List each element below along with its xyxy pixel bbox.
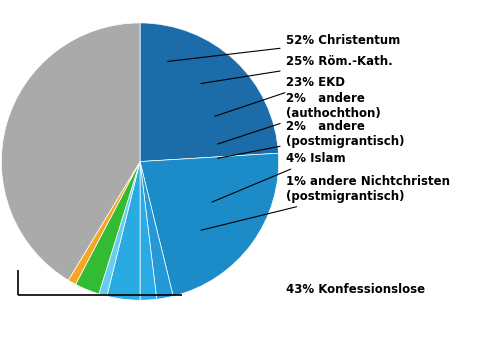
Text: 43% Konfessionslose: 43% Konfessionslose [286,283,425,296]
Wedge shape [107,161,140,300]
Wedge shape [75,161,140,294]
Text: 2%   andere
(postmigrantisch): 2% andere (postmigrantisch) [217,120,404,158]
Wedge shape [140,161,173,299]
Wedge shape [140,161,157,300]
Wedge shape [99,161,140,296]
Text: 2%   andere
(authochthon): 2% andere (authochthon) [217,92,380,144]
Text: 52% Christentum: 52% Christentum [168,34,400,61]
Wedge shape [68,161,140,284]
Text: 4% Islam: 4% Islam [212,152,345,202]
Wedge shape [1,23,140,280]
Wedge shape [140,23,278,161]
Wedge shape [140,153,279,296]
Text: 1% andere Nichtchristen
(postmigrantisch): 1% andere Nichtchristen (postmigrantisch… [201,175,450,230]
Text: 23% EKD: 23% EKD [215,76,345,116]
Text: 25% Röm.-Kath.: 25% Röm.-Kath. [201,55,392,84]
